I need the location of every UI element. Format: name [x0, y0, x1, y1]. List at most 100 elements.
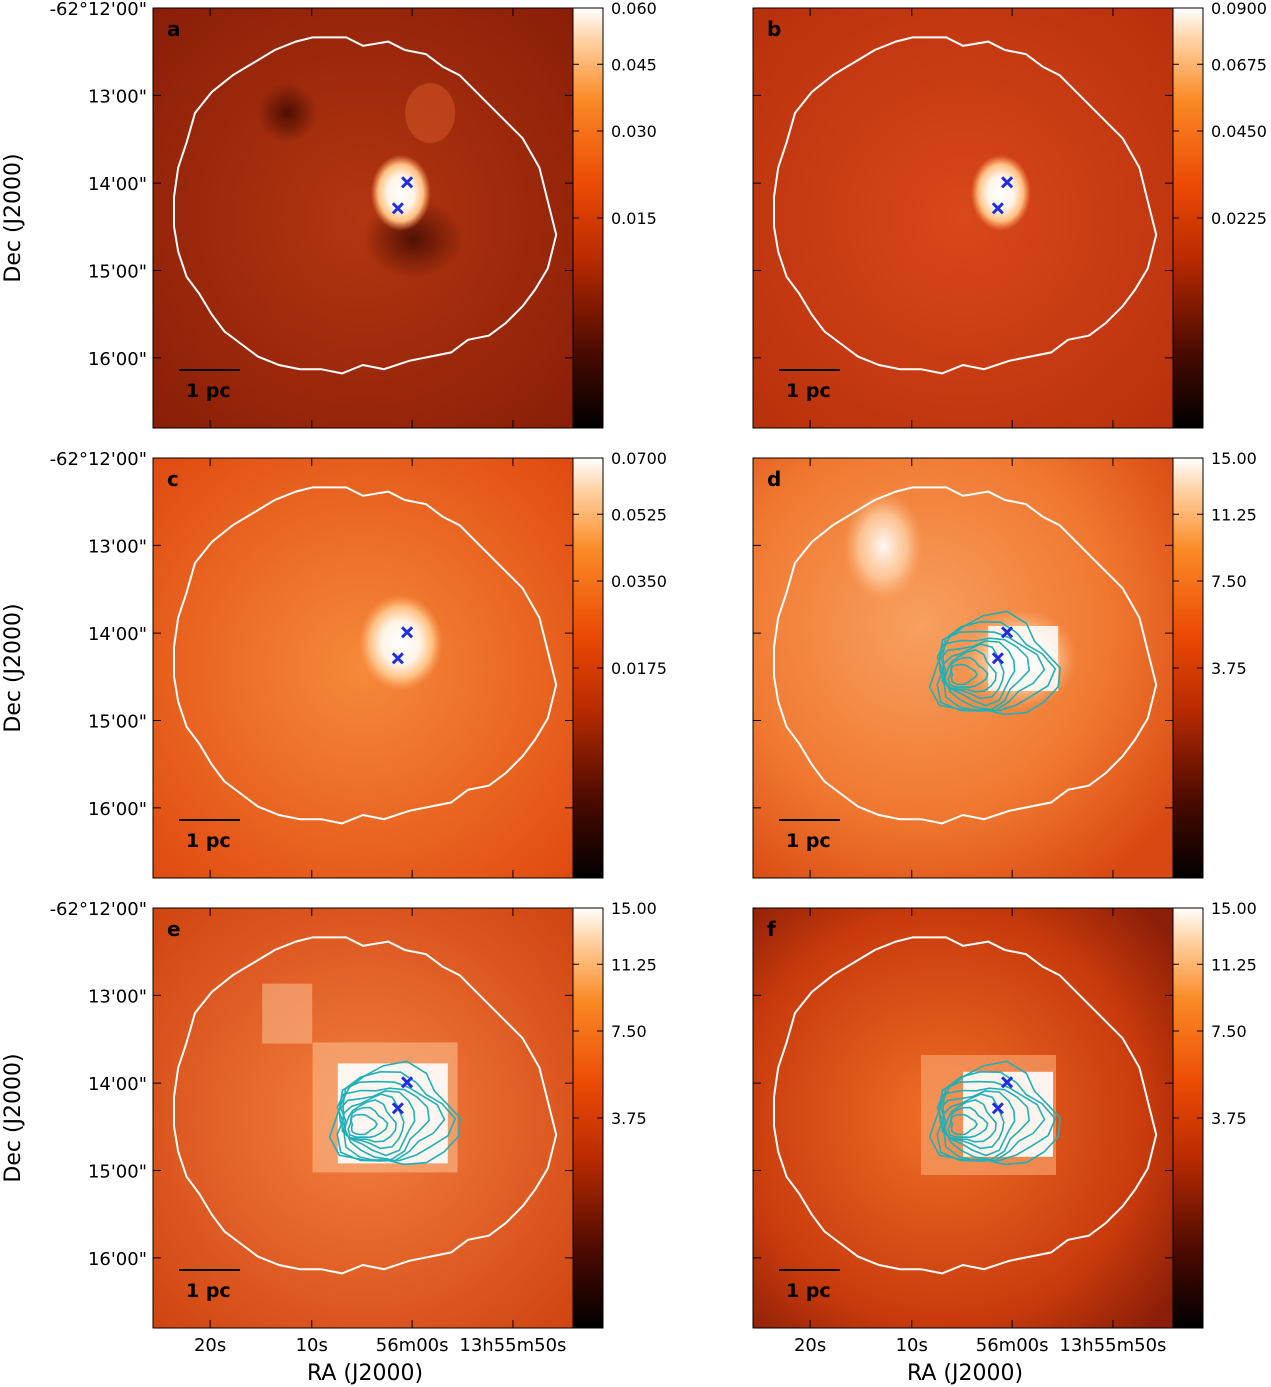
colorbar-label: 11.25 — [1211, 505, 1257, 524]
emission-patch — [262, 983, 313, 1044]
y-tick-label: 13'00" — [88, 86, 147, 107]
x-tick-label: 56m00s — [976, 1335, 1049, 1356]
colorbar-label: 15.00 — [1211, 899, 1257, 918]
region-boundary — [173, 486, 558, 825]
panel-c: c 1 pc 0.0700 0.0525 0.0350 0.0175 — [152, 449, 667, 879]
x-tick-label: 20s — [794, 1335, 826, 1356]
contour-line — [343, 1099, 397, 1143]
source-marker — [991, 202, 1004, 215]
colorbar-label: 15.00 — [1211, 449, 1257, 468]
region-boundary — [773, 936, 1158, 1275]
colorbar-label: 15.00 — [611, 899, 657, 918]
map-background — [753, 8, 1173, 428]
contour-line — [939, 1080, 1046, 1162]
panel-d: d 1 pc 15.00 11.25 7.50 3.75 — [752, 449, 1257, 879]
y-tick-label: 14'00" — [88, 174, 147, 195]
colorbar-label: 0.0225 — [1211, 209, 1267, 228]
scale-bar-label: 1 pc — [186, 830, 231, 852]
source-marker — [401, 176, 414, 189]
colorbar: 0.060 0.045 0.030 0.015 — [572, 0, 657, 429]
y-axis-title: Dec (J2000) — [1, 1053, 26, 1182]
map-background — [153, 458, 573, 878]
colorbar-label: 0.0700 — [611, 449, 667, 468]
source-marker — [1001, 176, 1014, 189]
source-marker — [1001, 626, 1014, 639]
colorbar-label: 11.25 — [1211, 955, 1257, 974]
contour-line — [938, 640, 1016, 707]
contour-line — [940, 643, 1005, 700]
region-boundary — [773, 36, 1158, 375]
colorbar-label: 0.0350 — [611, 572, 667, 591]
colorbar-label: 7.50 — [1211, 1022, 1247, 1041]
source-marker — [401, 1076, 414, 1089]
contour-line — [943, 1099, 997, 1143]
region-boundary — [773, 486, 1158, 825]
emission-patch — [405, 83, 456, 143]
y-tick-label: 13'00" — [88, 986, 147, 1007]
y-tick-label: 15'00" — [88, 712, 147, 733]
contour-line — [950, 663, 979, 686]
source-marker — [401, 626, 414, 639]
x-axis-title: RA (J2000) — [307, 1361, 423, 1386]
colorbar-label: 3.75 — [1211, 1109, 1247, 1128]
contour-line — [939, 630, 1046, 712]
central-source — [337, 1063, 448, 1164]
colorbar-label: 7.50 — [1211, 572, 1247, 591]
contour-line — [338, 1090, 416, 1157]
contour-set — [928, 1060, 1062, 1166]
central-source — [370, 154, 431, 231]
panel-letter: d — [767, 467, 781, 491]
contour-line — [936, 1070, 1057, 1162]
x-tick-label: 20s — [194, 1335, 226, 1356]
contour-line — [936, 620, 1057, 712]
region-boundary — [173, 36, 558, 375]
y-tick-label: 16'00" — [88, 1249, 147, 1270]
contour-line — [947, 656, 989, 689]
x-axis-title: RA (J2000) — [907, 1361, 1023, 1386]
scale-bar-label: 1 pc — [786, 1280, 831, 1302]
source-marker — [991, 652, 1004, 665]
panel-letter: c — [167, 467, 179, 491]
y-tick-label: 15'00" — [88, 1162, 147, 1183]
colorbar-label: 3.75 — [611, 1109, 647, 1128]
panel-letter: b — [767, 17, 781, 41]
colorbar-label: 11.25 — [611, 955, 657, 974]
contour-set — [928, 610, 1062, 716]
central-source — [970, 154, 1031, 231]
colorbar-label: 3.75 — [1211, 659, 1247, 678]
colorbar: 15.00 11.25 7.50 3.75 — [572, 899, 657, 1329]
panel-letter: e — [167, 917, 181, 941]
map-background — [153, 8, 573, 428]
y-tick-label: -62°12'00" — [50, 449, 147, 470]
y-tick-label: 16'00" — [88, 349, 147, 370]
x-tick-label: 13h55m50s — [459, 1335, 566, 1356]
emission-patch — [843, 491, 924, 602]
source-marker — [391, 1102, 404, 1115]
y-tick-label: 13'00" — [88, 536, 147, 557]
source-marker — [1001, 1076, 1014, 1089]
contour-line — [938, 1090, 1016, 1157]
contour-line — [928, 610, 1062, 716]
panel-b: b 1 pc 0.0900 0.0675 0.0450 0.0225 — [752, 0, 1267, 429]
region-boundary — [173, 936, 558, 1275]
panel-letter: f — [767, 917, 776, 941]
colorbar-label: 0.030 — [611, 122, 657, 141]
contour-set — [328, 1060, 462, 1166]
y-tick-label: 14'00" — [88, 624, 147, 645]
x-tick-label: 56m00s — [376, 1335, 449, 1356]
source-marker — [391, 652, 404, 665]
contour-line — [339, 1080, 446, 1162]
panel-a: a 1 pc 0.060 0.045 0.030 0.015 — [152, 0, 657, 429]
y-tick-label: 14'00" — [88, 1074, 147, 1095]
contour-line — [940, 1093, 1005, 1150]
contour-line — [340, 1093, 405, 1150]
colorbar-label: 7.50 — [611, 1022, 647, 1041]
dark-cloud — [257, 83, 318, 143]
y-tick-label: 15'00" — [88, 262, 147, 283]
contour-line — [336, 1070, 457, 1162]
y-tick-label: -62°12'00" — [50, 899, 147, 920]
contour-line — [328, 1060, 462, 1166]
colorbar-label: 0.015 — [611, 209, 657, 228]
colorbar-label: 0.0175 — [611, 659, 667, 678]
contour-line — [350, 1113, 379, 1136]
